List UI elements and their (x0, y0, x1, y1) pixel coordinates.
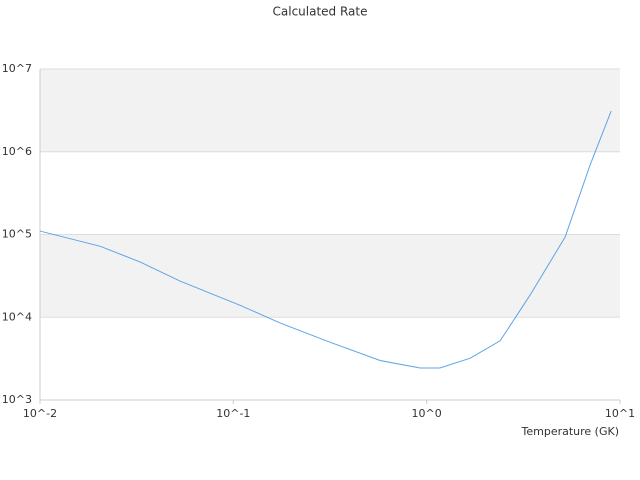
y-tick-label: 10^5 (2, 228, 32, 241)
x-tick-label: 10^0 (412, 407, 442, 420)
y-tick-label: 10^3 (2, 393, 32, 406)
y-tick-label: 10^7 (2, 62, 32, 75)
chart-title: Calculated Rate (273, 5, 368, 19)
y-tick-label: 10^4 (2, 310, 32, 323)
grid-band (40, 234, 620, 318)
data-line (39, 110, 612, 369)
y-tick-label: 10^6 (2, 145, 32, 158)
x-tick-label: 10^1 (605, 407, 635, 420)
grid-band (40, 69, 620, 152)
x-tick-label: 10^-2 (23, 407, 57, 420)
x-axis-label: Temperature (GK) (521, 425, 620, 438)
x-tick-label: 10^-1 (216, 407, 250, 420)
